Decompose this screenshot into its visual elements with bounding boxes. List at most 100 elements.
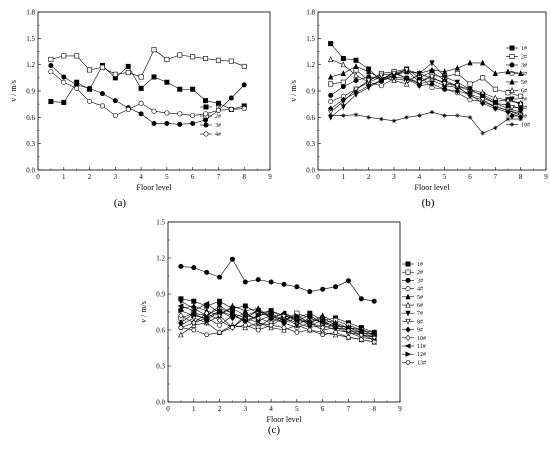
x-tick-label: 6 <box>191 173 195 181</box>
data-point <box>204 332 210 338</box>
x-tick-label: 9 <box>544 173 548 181</box>
data-point <box>404 115 409 120</box>
series-line <box>50 49 245 78</box>
y-tick-label: 0.9 <box>306 88 315 96</box>
data-point <box>358 327 365 333</box>
plots-layer: 0 1 2 3 4 5 6 7 8 9 0.0 0.3 0.6 0.9 1.2 1.5 1.8 Floor lev… <box>9 9 548 437</box>
x-tick-label: 6 <box>321 405 325 413</box>
data-point <box>241 63 247 69</box>
series-13# <box>178 322 377 345</box>
x-tick-label: 0 <box>166 405 170 413</box>
data-point <box>404 75 410 82</box>
data-point <box>242 312 248 319</box>
legend-marker <box>509 87 515 93</box>
legend-label: 9# <box>521 114 527 120</box>
legend-marker <box>509 105 515 111</box>
data-point <box>320 286 326 292</box>
y-tick-label: 0.3 <box>26 140 35 148</box>
legend-label: 12# <box>417 352 426 358</box>
x-tick-label: 9 <box>268 173 272 181</box>
legend-label: 7# <box>417 311 423 317</box>
legend-label: 3# <box>521 63 527 69</box>
data-point <box>306 312 313 319</box>
series-2# <box>48 47 247 80</box>
y-tick-label: 0.3 <box>156 363 165 371</box>
x-tick-label: 7 <box>494 173 498 181</box>
y-axis-label: v / m/s <box>139 301 148 323</box>
data-point <box>254 308 261 314</box>
data-point <box>371 339 377 345</box>
data-point <box>365 77 372 84</box>
data-point <box>366 82 372 89</box>
series-line <box>330 69 521 97</box>
data-point <box>74 85 80 91</box>
data-point <box>340 56 346 62</box>
data-point <box>164 110 170 116</box>
data-point <box>328 81 334 87</box>
data-point <box>492 105 498 112</box>
x-axis-label: Floor level <box>267 415 303 424</box>
data-point <box>358 337 364 342</box>
data-point <box>216 317 223 324</box>
x-tick-label: 5 <box>443 173 447 181</box>
data-point <box>505 109 511 116</box>
series-8# <box>327 67 524 119</box>
data-point <box>467 91 473 98</box>
data-point <box>365 68 372 75</box>
legend-label: 2# <box>521 55 527 61</box>
data-point <box>467 86 473 93</box>
data-point <box>177 111 183 117</box>
data-point <box>442 113 447 118</box>
legend-label: 6# <box>521 89 527 95</box>
legend-marker <box>405 286 411 292</box>
y-tick-label: 0.9 <box>26 88 35 96</box>
data-point <box>328 105 334 112</box>
series-line <box>330 69 521 116</box>
series-line <box>180 308 375 336</box>
data-point <box>177 86 183 92</box>
series-line <box>180 310 375 336</box>
data-point <box>242 279 248 285</box>
data-point <box>255 327 261 333</box>
data-point <box>203 98 209 104</box>
series-line <box>180 312 375 338</box>
data-point <box>138 111 144 117</box>
series-line <box>180 324 375 343</box>
data-point <box>203 111 209 117</box>
data-point <box>345 278 351 284</box>
data-point <box>178 325 184 330</box>
legend-marker <box>509 78 515 85</box>
data-point <box>378 83 384 89</box>
data-point <box>74 53 80 59</box>
x-tick-label: 5 <box>165 173 169 181</box>
y-tick-label: 0.6 <box>26 114 35 122</box>
data-point <box>190 54 196 60</box>
data-point <box>341 113 346 118</box>
data-point <box>333 330 339 335</box>
series-4# <box>48 69 247 119</box>
x-tick-label: 3 <box>244 405 248 413</box>
x-tick-label: 8 <box>519 173 523 181</box>
legend-label: 5# <box>521 80 527 86</box>
data-point <box>151 120 157 126</box>
legend-label: 4# <box>417 287 423 293</box>
legend-label: 4# <box>521 72 527 78</box>
data-point <box>48 99 54 105</box>
data-point <box>455 113 460 118</box>
data-point <box>454 64 461 71</box>
data-point <box>442 86 448 93</box>
data-point <box>467 81 473 87</box>
data-point <box>345 324 352 331</box>
legend-label: 4# <box>215 132 221 138</box>
y-tick-label: 1.5 <box>156 219 165 227</box>
data-point <box>353 112 359 117</box>
legend-label: 3# <box>417 278 423 284</box>
x-tick-label: 8 <box>242 173 246 181</box>
data-point <box>268 310 275 316</box>
data-point <box>353 71 359 78</box>
data-point <box>391 77 397 83</box>
data-point <box>228 106 234 112</box>
series-10# <box>328 109 523 136</box>
series-9# <box>328 73 524 121</box>
